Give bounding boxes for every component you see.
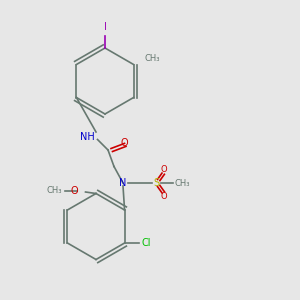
Text: O: O bbox=[160, 192, 167, 201]
Text: CH₃: CH₃ bbox=[144, 54, 160, 63]
Text: S: S bbox=[153, 178, 159, 188]
Text: Cl: Cl bbox=[141, 238, 151, 248]
Text: N: N bbox=[119, 178, 127, 188]
Text: I: I bbox=[103, 22, 106, 32]
Text: O: O bbox=[160, 165, 167, 174]
Text: CH₃: CH₃ bbox=[174, 178, 190, 188]
Text: CH₃: CH₃ bbox=[46, 186, 62, 195]
Text: O: O bbox=[70, 185, 78, 196]
Text: NH: NH bbox=[80, 131, 94, 142]
Text: O: O bbox=[121, 137, 128, 148]
